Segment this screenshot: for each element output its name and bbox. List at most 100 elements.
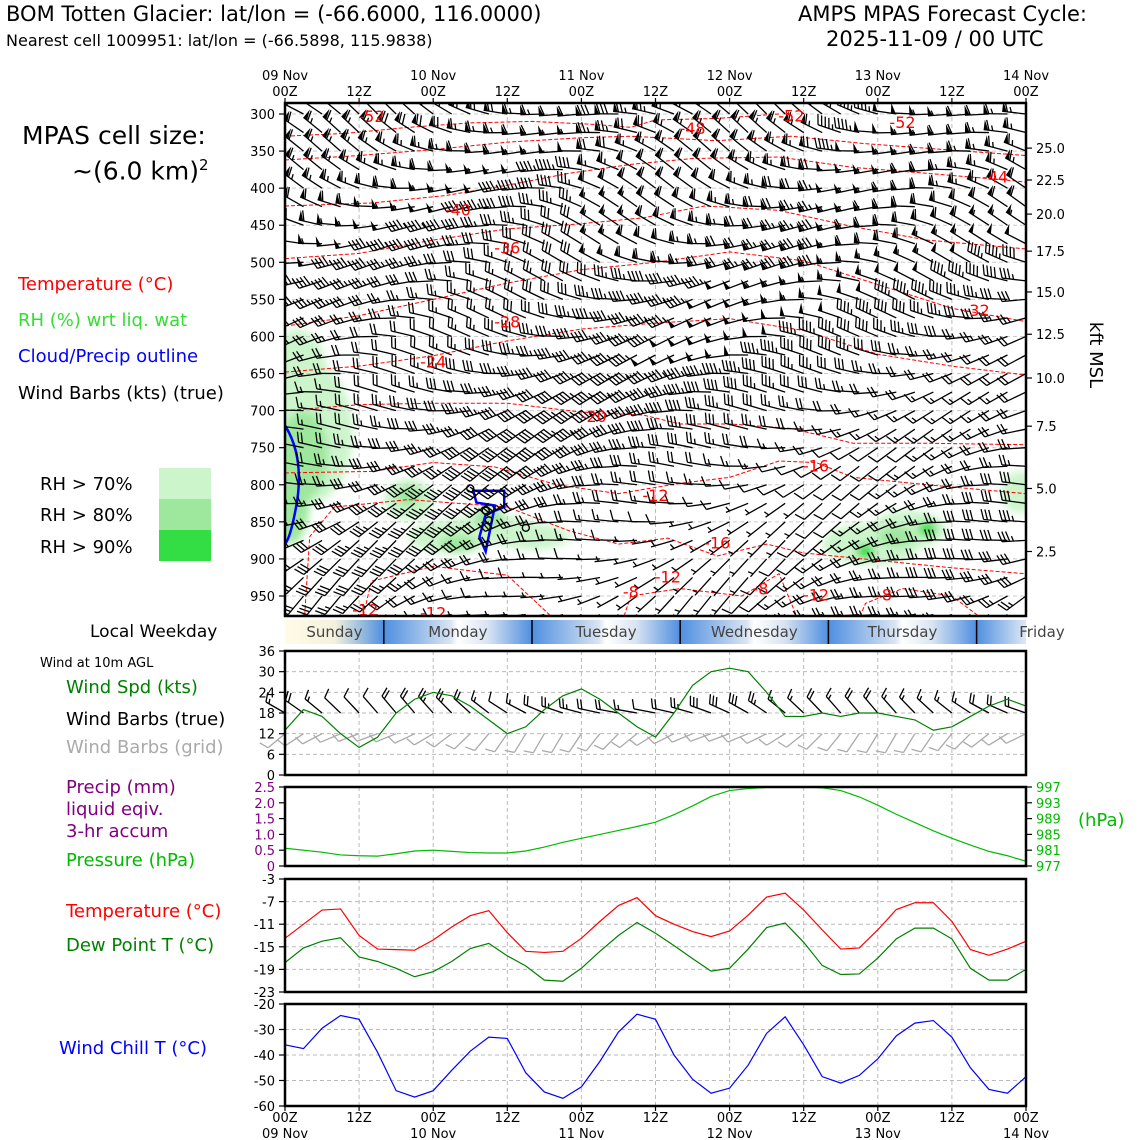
barb-feather (377, 238, 385, 248)
barb-feather (374, 547, 386, 553)
barb-staff (466, 326, 490, 338)
barb-half-feather (670, 477, 674, 483)
barb-half-feather (718, 117, 722, 123)
barb-feather (521, 223, 524, 235)
barb-pennant (355, 150, 361, 162)
barb-feather (614, 313, 622, 323)
barb-half-feather (934, 229, 938, 235)
cs-wind-barb (553, 528, 582, 542)
barb-half-feather (418, 508, 425, 513)
barb-pennant (338, 148, 344, 160)
barb-feather (811, 562, 821, 572)
barb-feather (355, 525, 366, 533)
barb-feather (670, 433, 674, 444)
barb-staff (668, 461, 693, 467)
cs-wind-barb (607, 333, 638, 347)
barb-staff (354, 484, 378, 493)
barb-feather (442, 512, 453, 520)
barb-feather (573, 429, 583, 439)
barb-feather (490, 103, 494, 112)
barb-feather (263, 582, 272, 588)
barb-feather (481, 228, 485, 240)
barb-feather (733, 109, 740, 121)
barb-feather (848, 431, 857, 441)
barb-feather (261, 607, 271, 611)
barb-staff (706, 199, 730, 208)
cs-wind-barb (666, 432, 693, 449)
barb-feather (877, 279, 881, 291)
barb-pennant (650, 250, 655, 262)
barb-feather (270, 130, 273, 140)
barb-pennant (501, 103, 507, 114)
barb-staff (743, 484, 767, 493)
barb-half-feather (322, 459, 325, 465)
barb-feather (521, 431, 532, 440)
barb-feather (563, 327, 570, 338)
barb-staff (520, 354, 545, 357)
barb-staff (487, 447, 508, 463)
barb-staff (377, 521, 397, 539)
barb-feather (566, 224, 571, 236)
barb-staff (391, 330, 415, 338)
barb-staff (285, 173, 304, 189)
barb-feather (332, 502, 341, 512)
barb-feather (636, 333, 645, 343)
barb-feather (275, 566, 284, 572)
barb-feather (851, 359, 855, 371)
barb-feather (553, 548, 559, 559)
barb-feather (867, 455, 878, 463)
barb-feather (347, 483, 356, 493)
barb-feather (683, 473, 688, 484)
barb-staff (317, 422, 341, 430)
barb-feather (772, 91, 777, 101)
barb-staff (541, 249, 564, 263)
barb-feather (595, 392, 605, 401)
barb-half-feather (551, 430, 557, 435)
barb-feather (431, 400, 437, 412)
barb-half-feather (436, 240, 441, 247)
barb-half-feather (782, 585, 788, 590)
cs-wind-barb (781, 132, 804, 152)
barb-pennant (296, 256, 303, 267)
barb-staff (410, 328, 434, 338)
barb-pennant (427, 160, 433, 171)
barb-staff (597, 595, 619, 609)
cs-wind-barb (340, 128, 360, 152)
barb-pennant (929, 206, 935, 218)
barb-feather (333, 525, 343, 534)
barb-feather (618, 422, 626, 433)
barb-feather (463, 491, 474, 499)
barb-staff (688, 521, 712, 531)
barb-feather (451, 467, 461, 475)
cs-wind-barb (855, 316, 879, 338)
cs-wind-barb (615, 595, 638, 611)
barb-pennant (743, 172, 748, 184)
cs-wind-barb (538, 572, 563, 579)
barb-feather (721, 608, 732, 615)
barb-feather (256, 389, 262, 398)
cs-wind-barb (386, 417, 415, 430)
barb-feather (664, 399, 670, 410)
barb-feather (429, 445, 438, 455)
barb-feather (295, 335, 304, 345)
barb-feather (614, 373, 624, 382)
cs-wind-barb (607, 353, 638, 367)
barb-staff (340, 539, 360, 557)
barb-feather (632, 452, 637, 464)
barb-pennant (722, 280, 731, 290)
cs-wind-barb (689, 539, 712, 554)
barb-feather (580, 154, 583, 165)
barb-staff (597, 230, 619, 245)
barb-feather (591, 490, 596, 501)
barb-staff (595, 428, 619, 438)
barb-feather (353, 587, 365, 593)
barb-feather (295, 519, 304, 529)
barb-pennant (741, 311, 748, 322)
barb-feather (280, 494, 284, 504)
barb-feather (447, 448, 457, 457)
barb-feather (865, 320, 868, 332)
cs-wind-barb (537, 301, 564, 319)
barb-half-feather (521, 553, 525, 559)
barb-feather (388, 487, 398, 496)
barb-feather (714, 379, 718, 391)
